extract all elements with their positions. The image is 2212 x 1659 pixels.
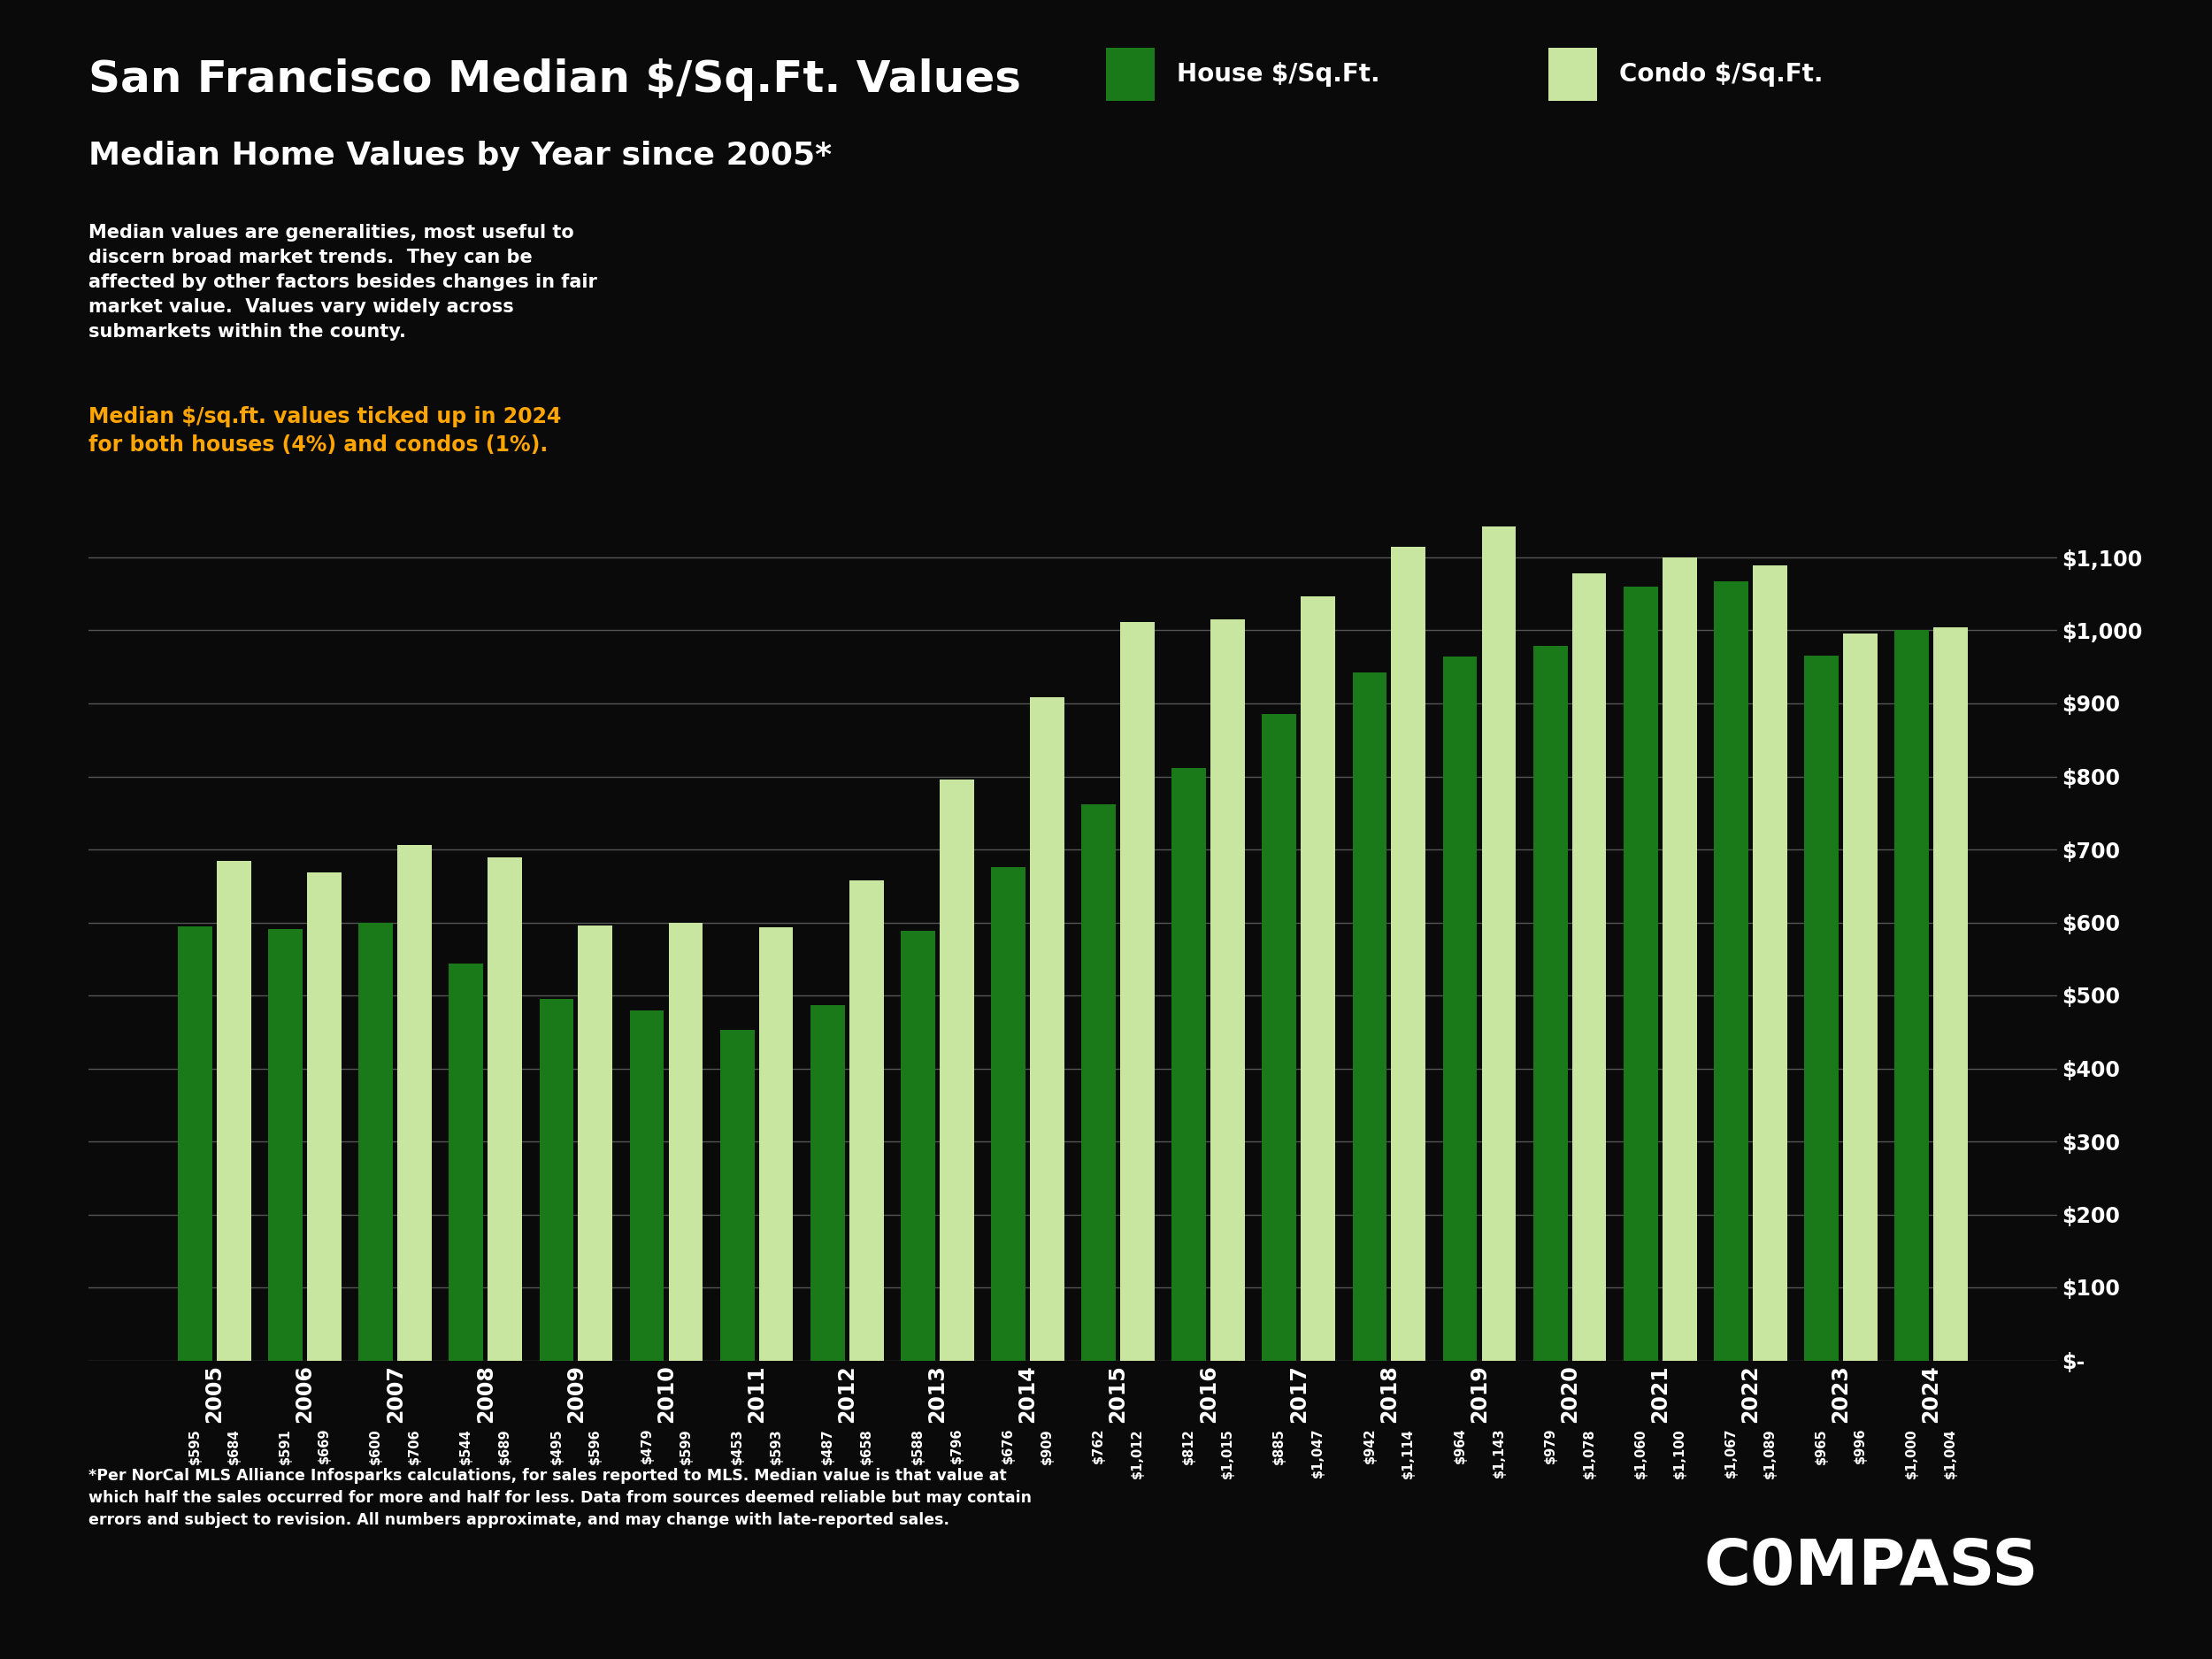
Bar <box>1391 547 1425 1360</box>
Text: $453: $453 <box>730 1428 743 1463</box>
Text: $1,047: $1,047 <box>1312 1428 1325 1478</box>
Text: $676: $676 <box>1002 1428 1015 1463</box>
Bar <box>1573 574 1606 1360</box>
Bar <box>900 931 936 1360</box>
Text: $658: $658 <box>860 1428 874 1463</box>
Bar <box>489 858 522 1360</box>
Text: $706: $706 <box>407 1428 420 1463</box>
Bar <box>1082 805 1115 1360</box>
Text: $942: $942 <box>1363 1428 1376 1463</box>
Bar <box>449 964 484 1360</box>
Text: $684: $684 <box>228 1428 241 1463</box>
Text: $979: $979 <box>1544 1428 1557 1463</box>
Text: $495: $495 <box>551 1428 564 1463</box>
Bar <box>577 926 613 1360</box>
Text: $1,012: $1,012 <box>1130 1428 1144 1478</box>
Bar <box>1752 566 1787 1360</box>
Text: $1,000: $1,000 <box>1905 1428 1918 1478</box>
Bar <box>849 879 883 1360</box>
Text: $796: $796 <box>951 1428 964 1463</box>
Text: $1,078: $1,078 <box>1582 1428 1595 1478</box>
Text: $599: $599 <box>679 1428 692 1463</box>
Bar <box>668 922 703 1360</box>
Text: Median Home Values by Year since 2005*: Median Home Values by Year since 2005* <box>88 141 832 171</box>
Text: Median values are generalities, most useful to
discern broad market trends.  The: Median values are generalities, most use… <box>88 224 597 340</box>
Bar <box>991 868 1026 1360</box>
Bar <box>1301 596 1336 1360</box>
Bar <box>1172 768 1206 1360</box>
Bar <box>1805 655 1838 1360</box>
Text: $965: $965 <box>1814 1428 1827 1463</box>
Text: $591: $591 <box>279 1428 292 1463</box>
Bar <box>1210 619 1245 1360</box>
Text: $544: $544 <box>460 1428 473 1463</box>
Bar <box>721 1030 754 1360</box>
Text: $1,067: $1,067 <box>1725 1428 1739 1478</box>
Bar <box>1031 697 1064 1360</box>
Bar <box>940 780 973 1360</box>
Text: $812: $812 <box>1181 1428 1194 1463</box>
Bar <box>630 1010 664 1360</box>
Bar <box>1624 587 1657 1360</box>
Bar <box>1482 526 1515 1360</box>
Bar <box>1843 634 1878 1360</box>
Bar <box>358 922 394 1360</box>
Bar <box>398 844 431 1360</box>
Text: $1,015: $1,015 <box>1221 1428 1234 1478</box>
Text: House $/Sq.Ft.: House $/Sq.Ft. <box>1177 63 1380 86</box>
Text: $1,114: $1,114 <box>1402 1428 1416 1478</box>
Text: $1,100: $1,100 <box>1672 1428 1686 1478</box>
Bar <box>268 929 303 1360</box>
Text: $479: $479 <box>639 1428 653 1463</box>
Text: $1,060: $1,060 <box>1635 1428 1648 1478</box>
Text: C0MPASS: C0MPASS <box>1703 1538 2037 1598</box>
Bar <box>307 873 341 1360</box>
Text: $909: $909 <box>1040 1428 1053 1463</box>
Text: $595: $595 <box>188 1428 201 1463</box>
Bar <box>810 1005 845 1360</box>
Text: $600: $600 <box>369 1428 383 1463</box>
Text: $669: $669 <box>319 1428 332 1463</box>
Bar <box>1661 557 1697 1360</box>
Text: $996: $996 <box>1854 1428 1867 1463</box>
Bar <box>540 999 573 1360</box>
Text: *Per NorCal MLS Alliance Infosparks calculations, for sales reported to MLS. Med: *Per NorCal MLS Alliance Infosparks calc… <box>88 1468 1031 1528</box>
Bar <box>1893 630 1929 1360</box>
Text: Median $/sq.ft. values ticked up in 2024
for both houses (4%) and condos (1%).: Median $/sq.ft. values ticked up in 2024… <box>88 406 562 456</box>
Bar <box>217 861 252 1360</box>
Text: $1,089: $1,089 <box>1763 1428 1776 1478</box>
Text: $596: $596 <box>588 1428 602 1463</box>
Bar <box>1263 715 1296 1360</box>
Bar <box>1352 674 1387 1360</box>
Text: $885: $885 <box>1272 1428 1285 1465</box>
Text: $1,143: $1,143 <box>1493 1428 1506 1478</box>
Bar <box>759 927 794 1360</box>
Bar <box>1119 622 1155 1360</box>
Bar <box>1933 627 1969 1360</box>
Bar <box>1442 657 1478 1360</box>
Text: $593: $593 <box>770 1428 783 1463</box>
Text: $762: $762 <box>1093 1428 1106 1463</box>
Text: $964: $964 <box>1453 1428 1467 1463</box>
Text: $689: $689 <box>498 1428 511 1463</box>
Text: Condo $/Sq.Ft.: Condo $/Sq.Ft. <box>1619 63 1823 86</box>
Text: $1,004: $1,004 <box>1944 1428 1958 1478</box>
Text: $588: $588 <box>911 1428 925 1465</box>
Bar <box>1714 582 1747 1360</box>
Bar <box>1533 645 1568 1360</box>
Bar <box>177 926 212 1360</box>
Text: $487: $487 <box>821 1428 834 1463</box>
Text: San Francisco Median $/Sq.Ft. Values: San Francisco Median $/Sq.Ft. Values <box>88 58 1022 101</box>
